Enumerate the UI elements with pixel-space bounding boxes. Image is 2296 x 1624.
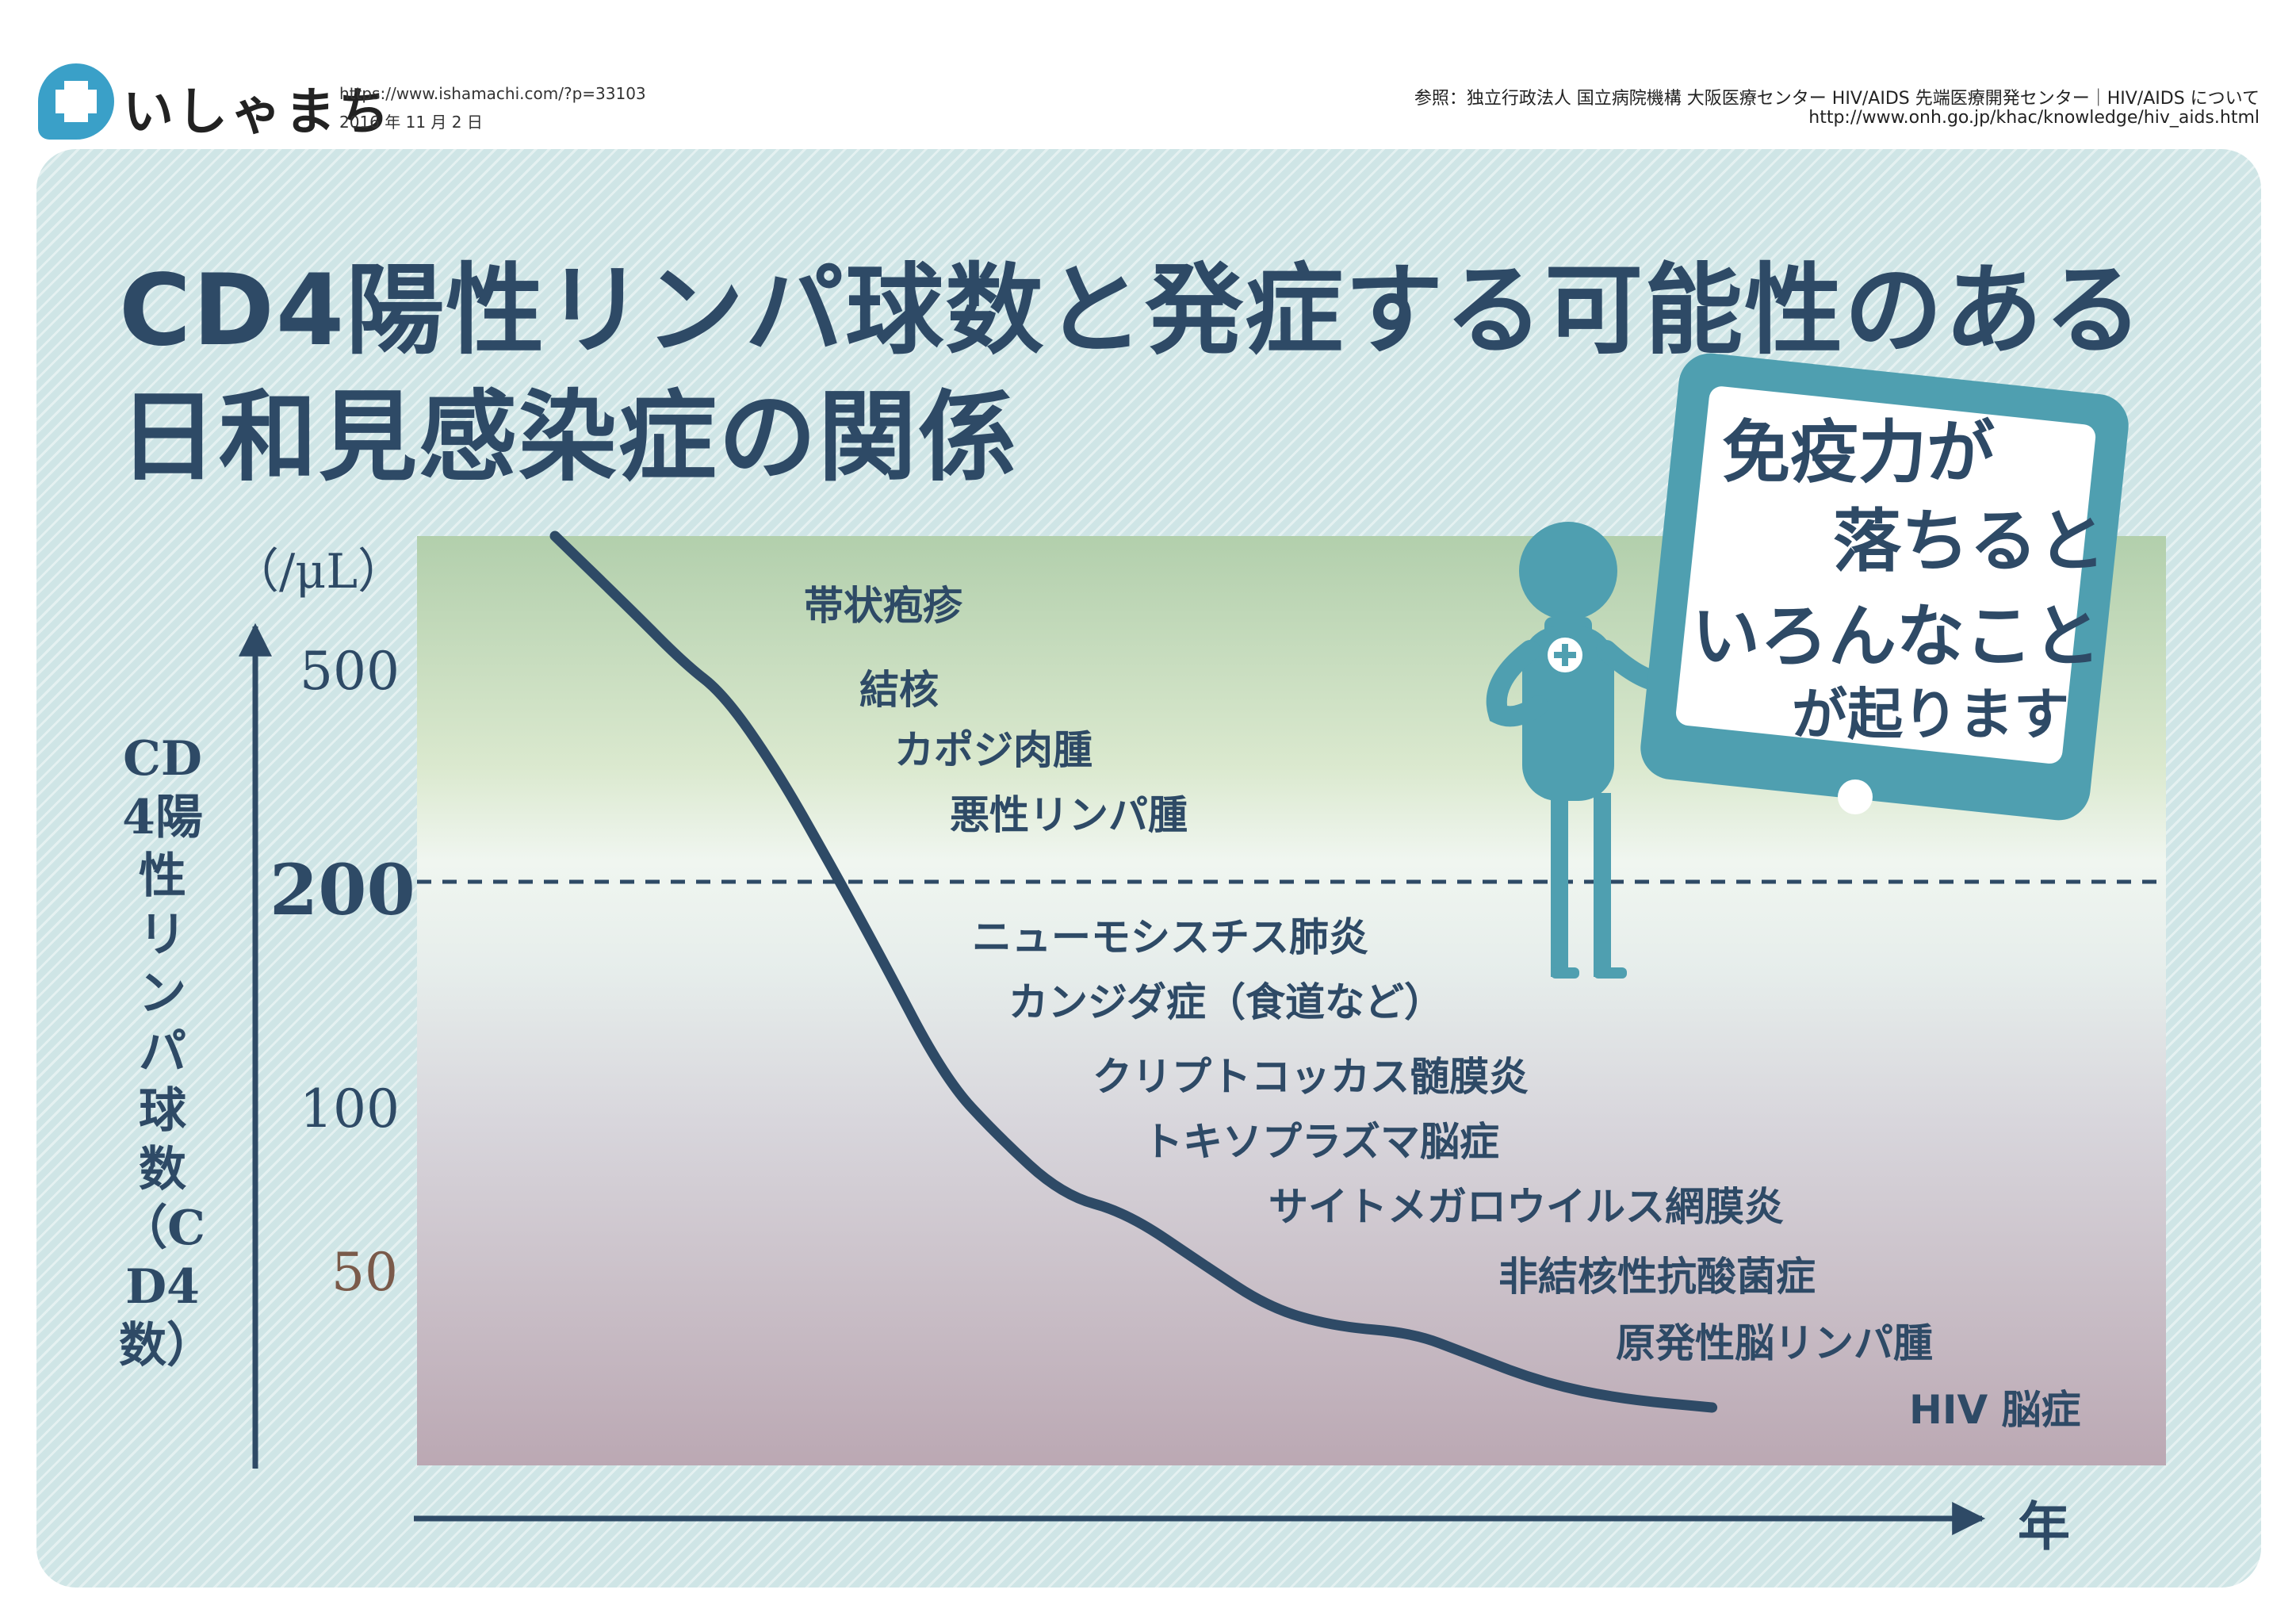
disease-label: カポジ肉腫 <box>894 727 1093 773</box>
speech-line2: 落ちると <box>1833 502 2106 581</box>
y-tick-label: 500 <box>300 641 400 702</box>
disease-label: 悪性リンパ腫 <box>950 792 1188 838</box>
x-axis-label: 年 <box>2018 1496 2070 1557</box>
disease-label: 結核 <box>859 667 939 713</box>
page-title-line2: 日和見感染症の関係 <box>119 381 1019 495</box>
disease-label: 非結核性抗酸菌症 <box>1498 1254 1816 1300</box>
page-title-line1: CD4陽性リンパ球数と発症する可能性のある <box>119 254 2145 368</box>
y-axis-unit: （/μL） <box>232 544 406 599</box>
disease-label: 帯状疱疹 <box>804 583 962 629</box>
y-axis-label: CD4陽性リンパ球数（CD4数） <box>119 731 214 1373</box>
disease-label: クリプトコッカス髄膜炎 <box>1093 1054 1529 1100</box>
disease-label: HIV 脳症 <box>1909 1387 2081 1433</box>
y-tick-label: 200 <box>270 848 415 931</box>
y-tick-label: 100 <box>300 1078 400 1139</box>
speech-line1: 免疫力が <box>1722 413 1995 492</box>
reference-url[interactable]: http://www.onh.go.jp/khac/knowledge/hiv_… <box>1808 108 2260 128</box>
y-tick-label: 50 <box>331 1242 398 1303</box>
tablet-icon <box>1640 353 2129 821</box>
medical-cross-icon <box>38 63 114 140</box>
reference-text: 参照：独立行政法人 国立病院機構 大阪医療センター HIV/AIDS 先端医療開… <box>1414 89 2260 109</box>
source-url[interactable]: https://www.ishamachi.com/?p=33103 <box>339 84 646 103</box>
publish-date: 2016 年 11 月 2 日 <box>339 113 483 132</box>
speech-line3: いろんなこと <box>1692 597 2101 676</box>
speech-line4: が起ります <box>1792 682 2069 747</box>
person-icon <box>1486 522 1674 979</box>
logo-text: いしゃまち <box>123 83 392 142</box>
cd4-count-line <box>549 530 1718 1413</box>
disease-label: 原発性脳リンパ腫 <box>1616 1320 1933 1366</box>
disease-label: カンジダ症（食道など） <box>1008 979 1444 1025</box>
disease-label: トキソプラズマ脳症 <box>1143 1119 1499 1165</box>
disease-label: サイトメガロウイルス網膜炎 <box>1269 1184 1784 1230</box>
disease-label: ニューモシスチス肺炎 <box>972 914 1368 960</box>
